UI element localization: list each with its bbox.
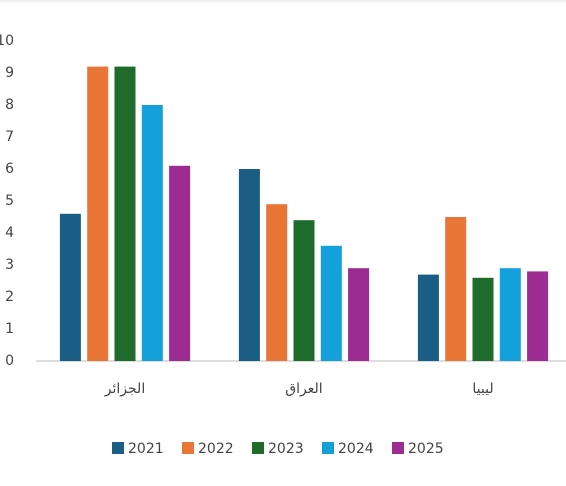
bar	[169, 165, 191, 361]
x-tick-label: ليبيا	[472, 381, 493, 397]
bar	[527, 271, 549, 361]
bar	[293, 220, 315, 361]
bar	[499, 268, 521, 361]
y-tick-label: 2	[5, 289, 14, 305]
y-tick-label: 8	[5, 97, 14, 113]
y-tick-label: 3	[5, 257, 14, 273]
legend-swatch	[322, 442, 334, 454]
y-tick-label: 5	[5, 193, 14, 209]
legend-label: 2024	[338, 441, 374, 457]
bar	[348, 268, 370, 361]
legend-swatch	[392, 442, 404, 454]
legend-swatch	[112, 442, 124, 454]
bar	[114, 66, 136, 361]
legend-label: 2023	[268, 441, 304, 457]
bar	[445, 217, 467, 361]
y-tick-label: 0	[5, 353, 14, 369]
bar	[141, 105, 163, 361]
bar	[472, 277, 494, 361]
bar	[320, 245, 342, 361]
bar	[238, 169, 260, 361]
y-tick-label: 7	[5, 129, 14, 145]
y-tick-label: 9	[5, 65, 14, 81]
legend-label: 2025	[408, 441, 444, 457]
bar	[266, 204, 288, 361]
legend-label: 2021	[128, 441, 164, 457]
legend-swatch	[252, 442, 264, 454]
bar	[59, 213, 81, 361]
y-tick-label: 4	[5, 225, 14, 241]
y-tick-label: 10	[0, 33, 14, 49]
legend-swatch	[182, 442, 194, 454]
x-tick-label: الجزائر	[104, 381, 145, 397]
x-tick-label: العراق	[285, 381, 322, 397]
bar	[87, 66, 109, 361]
y-tick-label: 6	[5, 161, 14, 177]
legend-label: 2022	[198, 441, 234, 457]
bar	[417, 274, 439, 361]
y-tick-label: 1	[5, 321, 14, 337]
